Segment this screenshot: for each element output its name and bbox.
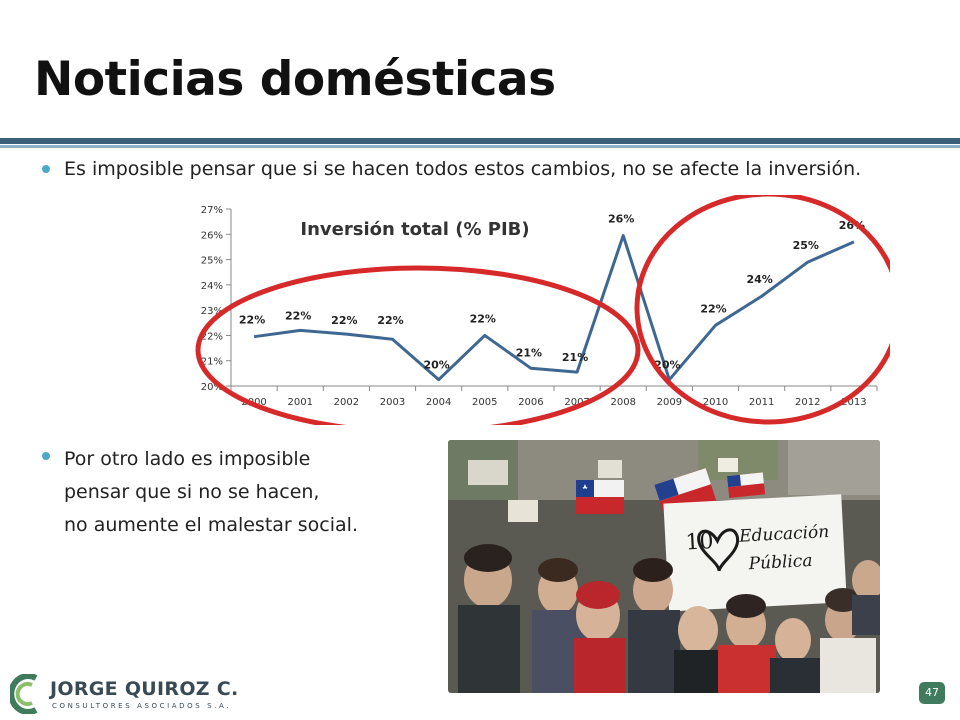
x-tick-label: 2012 — [795, 397, 820, 408]
series-line — [253, 234, 855, 382]
title-rule-accent — [0, 145, 960, 148]
x-tick-label: 2009 — [657, 397, 682, 408]
y-tick-label: 23% — [201, 306, 223, 317]
data-label: 22% — [331, 314, 357, 327]
logo-mark-icon — [10, 674, 38, 714]
chart-svg: 20%21%22%23%24%25%26%27%2000 2001 2002 2003… — [195, 195, 890, 425]
logo-name: JORGE QUIROZ C. — [50, 678, 239, 700]
y-tick-label: 26% — [201, 230, 223, 241]
highlight-circle-late — [634, 195, 890, 425]
data-label: 26% — [608, 213, 634, 226]
y-tick-label: 24% — [201, 281, 223, 292]
data-label: 22% — [285, 309, 311, 322]
x-tick-label: 2001 — [287, 397, 312, 408]
data-label: 22% — [470, 312, 496, 325]
data-label: 20% — [423, 359, 449, 372]
data-label: 22% — [700, 302, 726, 315]
y-tick-label: 20% — [201, 382, 223, 393]
x-tick-label: 2010 — [703, 397, 728, 408]
highlight-circle-early — [195, 265, 641, 425]
data-label: 24% — [746, 273, 772, 286]
x-tick-label: 2008 — [610, 397, 635, 408]
sign-text: Educación — [738, 522, 830, 547]
page-title: Noticias domésticas — [34, 52, 556, 107]
x-tick-label: 2004 — [426, 397, 451, 408]
y-tick-label: 27% — [201, 205, 223, 216]
x-tick-label: 2002 — [334, 397, 359, 408]
page-number: 47 — [919, 682, 945, 704]
bullet-social-unrest: Por otro lado es imposible pensar que si… — [42, 443, 444, 542]
data-label: 25% — [793, 239, 819, 252]
company-logo: JORGE QUIROZ C. CONSULTORES ASOCIADOS S.… — [10, 672, 240, 716]
investment-chart: 20% 21% 22% 23% 24% 25% 26% 27% 2000 2001 2002 2003… — [190, 195, 890, 425]
bullet-dot-icon — [42, 165, 50, 173]
bullet-line: pensar que si no se hacen, — [64, 481, 320, 503]
bullet-investment: Es imposible pensar que si se hacen todo… — [42, 156, 944, 182]
bullet-dot-icon — [42, 452, 50, 460]
logo-subtitle: CONSULTORES ASOCIADOS S.A. — [52, 702, 232, 710]
x-tick-label: 2006 — [518, 397, 543, 408]
x-tick-label: 2011 — [749, 397, 774, 408]
x-tick-label: 2013 — [841, 397, 866, 408]
bullet-line: Por otro lado es imposible — [64, 448, 311, 470]
bullet-line: no aumente el malestar social. — [64, 514, 358, 536]
y-tick-label: 22% — [201, 331, 223, 342]
y-tick-label: 21% — [201, 357, 223, 368]
data-label: 21% — [562, 351, 588, 364]
data-label: 20% — [654, 359, 680, 372]
protest-photo-image: 10 Educación Pública — [448, 440, 880, 693]
svg-text:Pública: Pública — [747, 551, 813, 574]
title-rule — [0, 138, 960, 144]
y-tick-label: 25% — [201, 256, 223, 267]
x-tick-label: 2005 — [472, 397, 497, 408]
protest-photo: 10 Educación Pública — [448, 440, 880, 693]
bullet-text: Es imposible pensar que si se hacen todo… — [64, 158, 862, 180]
chart-title: Inversión total (% PIB) — [300, 219, 529, 240]
data-label: 22% — [377, 314, 403, 327]
data-label: 21% — [516, 346, 542, 359]
data-label: 22% — [239, 314, 265, 327]
x-tick-label: 2003 — [380, 397, 405, 408]
x-tick-label: 2007 — [564, 397, 589, 408]
